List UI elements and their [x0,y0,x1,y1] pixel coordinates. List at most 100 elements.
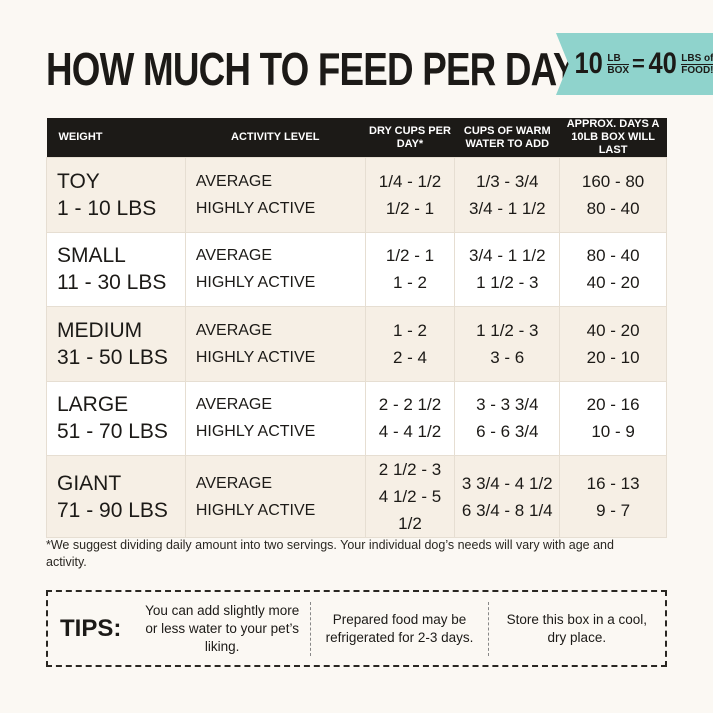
dry-cups-cell-line: 1 - 2 [392,273,427,293]
activity-cell-line: AVERAGE [195,396,273,414]
weight-cell: TOY 1 - 10 LBS [46,157,186,233]
water-cell: 3 3/4 - 4 1/2 6 3/4 - 8 1/4 [454,455,561,538]
banner-right-number: 40 [648,47,677,80]
activity-cell-line: HIGHLY ACTIVE [195,274,316,292]
activity-cell: AVERAGE HIGHLY ACTIVE [184,231,366,307]
tips-label: TIPS: [60,614,122,642]
dry-cups-cell-line: 2 - 4 [392,347,427,367]
page-title: HOW MUCH TO FEED PER DAY [46,43,578,95]
tip-item: Store this box in a cool, dry place. [487,601,665,656]
table-row: LARGE 51 - 70 LBS AVERAGE HIGHLY ACTIVE 2 - … [46,380,667,456]
dry-cups-cell: 2 - 2 1/2 4 - 4 1/2 [364,380,456,456]
box-yield-banner: 10 LB BOX = 40 LBS of FOOD! [556,33,713,95]
tip-item: You can add slightly more or less water … [145,602,300,654]
weight-cell: GIANT 71 - 90 LBS [46,455,186,538]
activity-cell-line: AVERAGE [195,474,273,492]
activity-cell-line: HIGHLY ACTIVE [195,199,316,217]
dry-cups-cell: 1/2 - 1 1 - 2 [364,231,456,307]
activity-cell: AVERAGE HIGHLY ACTIVE [184,157,366,233]
water-cell-line: 3/4 - 1 1/2 [468,198,546,218]
water-cell: 1 1/2 - 3 3 - 6 [454,306,561,382]
unit-top: LBS of [681,52,713,65]
water-cell-line: 3 - 3 3/4 [476,395,539,415]
tips-box: TIPS: You can add slightly more or less … [46,590,667,667]
water-cell-line: 1 1/2 - 3 [476,273,539,293]
tip-item: Prepared food may be refrigerated for 2-… [310,601,487,656]
weight-cell-line: SMALL [57,244,126,268]
unit-bottom: FOOD! [681,64,713,76]
dry-cups-cell-line: 1/4 - 1/2 [378,171,442,191]
days-cell: 20 - 16 10 - 9 [559,380,667,456]
table-row: SMALL 11 - 30 LBS AVERAGE HIGHLY ACTIVE 1/2 … [46,231,667,307]
water-cell: 3/4 - 1 1/2 1 1/2 - 3 [454,231,561,307]
days-cell: 40 - 20 20 - 10 [559,306,667,382]
dry-cups-cell-line: 4 1/2 - 5 1/2 [378,487,442,533]
dry-cups-cell-line: 1 - 2 [392,320,427,340]
column-header: CUPS OF WARM WATER TO ADD [454,118,560,158]
table-row: MEDIUM 31 - 50 LBS AVERAGE HIGHLY ACTIVE 1 -… [46,306,667,382]
weight-cell-line: 11 - 30 LBS [57,271,167,295]
banner-left-number: 10 [574,47,603,80]
water-cell-line: 3 - 6 [490,347,525,367]
unit-bottom: BOX [607,64,630,76]
table-row: TOY 1 - 10 LBS AVERAGE HIGHLY ACTIVE 1/4 - 1… [46,157,667,233]
weight-cell-line: LARGE [57,393,129,417]
days-cell-line: 40 - 20 [586,273,640,293]
banner-equals: = [632,51,645,76]
days-cell-line: 80 - 40 [586,246,640,266]
days-cell-line: 9 - 7 [596,500,631,520]
weight-cell-line: 1 - 10 LBS [57,196,157,220]
dry-cups-cell-line: 2 1/2 - 3 [378,460,442,479]
weight-cell: MEDIUM 31 - 50 LBS [46,306,186,382]
water-cell-line: 3/4 - 1 1/2 [468,246,546,266]
dry-cups-cell: 1 - 2 2 - 4 [364,306,456,382]
column-header: DRY CUPS PER DAY* [365,118,455,158]
weight-cell-line: 71 - 90 LBS [57,498,168,522]
water-cell-line: 1 1/2 - 3 [476,320,539,340]
days-cell-line: 160 - 80 [581,171,645,191]
banner-right-unit: LBS of FOOD! [681,53,713,76]
column-header: WEIGHT [46,118,186,158]
weight-cell-line: 51 - 70 LBS [57,420,168,444]
feeding-table: WEIGHT ACTIVITY LEVEL DRY CUPS PER DAY* CUP… [46,118,667,538]
activity-cell: AVERAGE HIGHLY ACTIVE [184,455,366,538]
dry-cups-cell-line: 1/2 - 1 [385,246,435,266]
weight-cell-line: 31 - 50 LBS [57,345,168,369]
water-cell: 3 - 3 3/4 6 - 6 3/4 [454,380,561,456]
days-cell-line: 16 - 13 [586,473,640,493]
activity-cell-line: AVERAGE [195,321,273,339]
days-cell-line: 20 - 10 [586,347,640,367]
column-header: APPROX. DAYS A 10LB BOX WILL LAST [559,118,667,158]
water-cell-line: 3 3/4 - 4 1/2 [461,473,553,493]
water-cell-line: 6 - 6 3/4 [476,422,539,442]
activity-cell: AVERAGE HIGHLY ACTIVE [184,306,366,382]
activity-cell: AVERAGE HIGHLY ACTIVE [184,380,366,456]
dry-cups-cell-line: 2 - 2 1/2 [378,395,442,415]
water-cell-line: 1/3 - 3/4 [476,171,539,191]
dry-cups-cell-line: 4 - 4 1/2 [378,422,442,442]
days-cell: 16 - 13 9 - 7 [559,455,667,538]
dry-cups-cell: 1/4 - 1/2 1/2 - 1 [364,157,456,233]
activity-cell-line: HIGHLY ACTIVE [195,501,316,519]
days-cell-line: 40 - 20 [586,320,640,340]
table-row: GIANT 71 - 90 LBS AVERAGE HIGHLY ACTIVE 2 1/… [46,455,667,538]
weight-cell-line: MEDIUM [57,318,143,342]
activity-cell-line: HIGHLY ACTIVE [195,348,316,366]
column-header: ACTIVITY LEVEL [185,118,366,158]
footnote: *We suggest dividing daily amount into t… [46,538,614,569]
days-cell: 160 - 80 80 - 40 [559,157,667,233]
dry-cups-cell-line: 1/2 - 1 [385,198,435,218]
days-cell: 80 - 40 40 - 20 [559,231,667,307]
activity-cell-line: AVERAGE [195,172,273,190]
activity-cell-line: AVERAGE [195,247,273,265]
weight-cell-line: GIANT [57,471,122,495]
banner-left-unit: LB BOX [607,53,630,76]
days-cell-line: 80 - 40 [586,198,640,218]
activity-cell-line: HIGHLY ACTIVE [195,423,316,441]
days-cell-line: 20 - 16 [586,395,640,415]
weight-cell: SMALL 11 - 30 LBS [46,231,186,307]
weight-cell: LARGE 51 - 70 LBS [46,380,186,456]
water-cell-line: 6 3/4 - 8 1/4 [461,500,553,520]
weight-cell-line: TOY [57,169,100,193]
dry-cups-cell: 2 1/2 - 3 4 1/2 - 5 1/2 [364,455,456,538]
